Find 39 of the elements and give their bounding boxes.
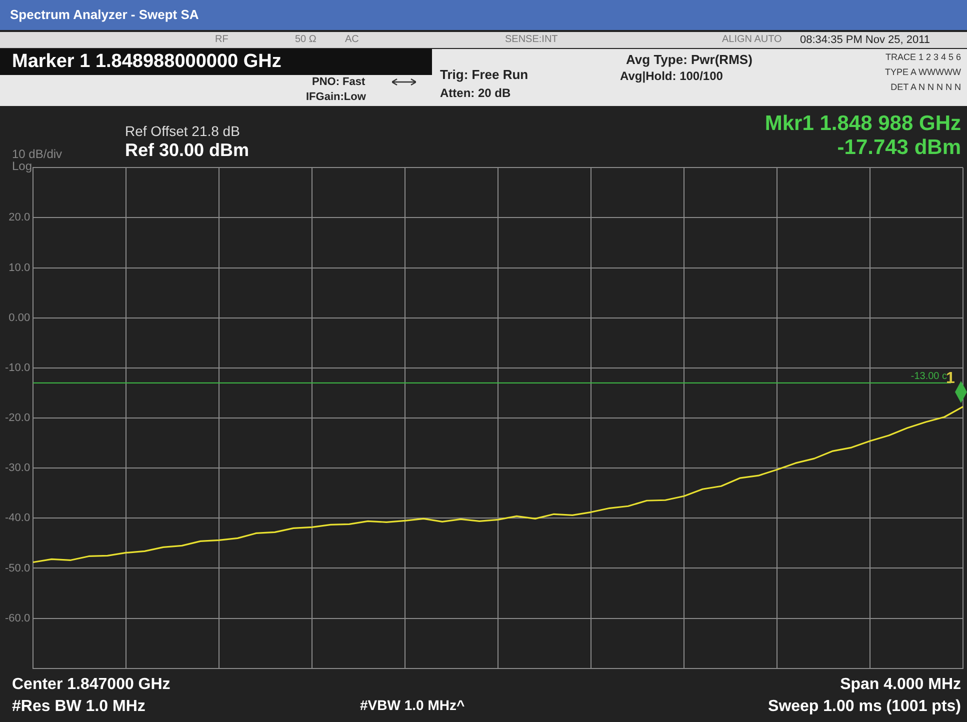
text: #VBW 1.0 MHz^	[360, 697, 465, 714]
text: PNO: Fast	[312, 76, 366, 88]
text: Atten: 20 dB	[440, 86, 511, 100]
y-tick-label: -60.0	[4, 612, 30, 624]
text: TRACE 1 2 3 4 5 6	[885, 52, 961, 63]
chart-title: Spectrum Analyzer - Swept SA	[10, 7, 199, 22]
y-tick-label: -30.0	[4, 462, 30, 474]
text: TYPE A WWWWW	[885, 67, 961, 78]
ref-line-label: -13.00 c	[910, 370, 947, 382]
text: Span 4.000 MHz	[840, 676, 961, 694]
text: Avg|Hold: 100/100	[620, 69, 723, 84]
text: -17.743 dBm	[837, 136, 961, 160]
y-tick-label: -10.0	[4, 362, 30, 374]
text: Avg Type: Pwr(RMS)	[626, 52, 752, 68]
text: 50 Ω	[295, 34, 316, 45]
text: 08:34:35 PM Nov 25, 2011	[800, 34, 930, 46]
y-tick-label: 10.0	[8, 262, 30, 274]
text: Trig: Free Run	[440, 67, 528, 82]
text: Ref 30.00 dBm	[125, 140, 250, 161]
y-tick-label: 0.00	[8, 312, 30, 324]
text: Ref Offset 21.8 dB	[125, 123, 240, 140]
y-tick-label: -50.0	[4, 562, 30, 574]
text: Center 1.847000 GHz	[12, 676, 170, 694]
text: Sweep 1.00 ms (1001 pts)	[768, 698, 961, 716]
text: SENSE:INT	[505, 34, 558, 45]
text: DET A N N N N N	[890, 82, 961, 93]
annotation: 1	[946, 370, 955, 388]
y-tick-label: 20.0	[8, 212, 30, 224]
y-tick-label: -40.0	[4, 512, 30, 524]
text: Log	[12, 159, 32, 174]
text: ALIGN AUTO	[722, 34, 782, 45]
y-tick-label: -20.0	[4, 412, 30, 424]
text: RF	[215, 34, 228, 45]
text: 10 dB/div	[12, 147, 62, 162]
text: Mkr1 1.848 988 GHz	[764, 112, 961, 136]
text: #Res BW 1.0 MHz	[12, 698, 146, 716]
text: IFGain:Low	[306, 91, 366, 104]
text: Marker 1 1.848988000000 GHz	[12, 51, 282, 73]
text: AC	[345, 34, 359, 45]
